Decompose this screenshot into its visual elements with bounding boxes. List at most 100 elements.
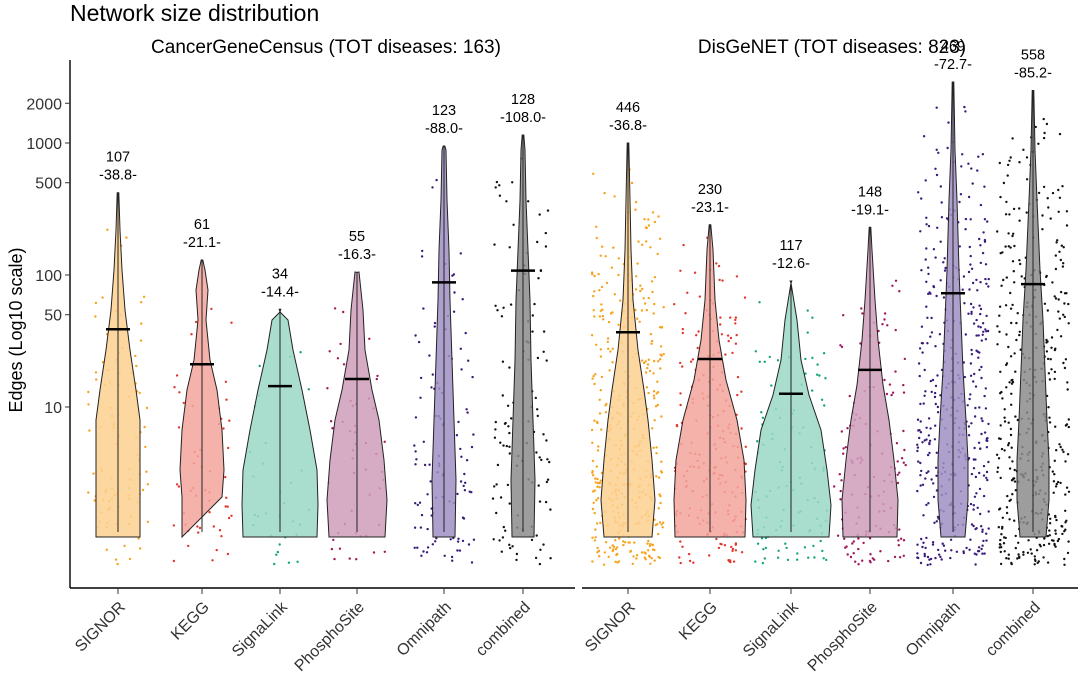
data-point: [466, 411, 469, 414]
data-point: [1025, 156, 1029, 159]
data-point: [1005, 276, 1008, 279]
data-point: [1064, 528, 1067, 531]
data-point: [1009, 156, 1012, 159]
data-point: [974, 527, 977, 531]
data-point: [645, 240, 648, 243]
data-point: [660, 326, 664, 329]
data-point: [1057, 537, 1061, 541]
data-point: [653, 302, 656, 306]
data-point: [662, 352, 665, 356]
data-point: [619, 299, 622, 302]
data-point: [1006, 163, 1010, 167]
data-point: [734, 318, 737, 322]
data-point: [1049, 217, 1052, 220]
data-point: [1003, 550, 1006, 553]
data-point: [502, 444, 505, 447]
data-point: [656, 252, 659, 256]
data-point: [145, 470, 148, 473]
data-point: [934, 424, 937, 427]
data-point: [493, 243, 496, 246]
data-point: [125, 236, 128, 239]
data-point: [804, 372, 807, 375]
data-point: [460, 455, 463, 458]
data-point: [917, 191, 920, 194]
data-point: [925, 503, 928, 507]
data-point: [228, 419, 231, 422]
data-point: [754, 560, 757, 563]
data-point: [986, 437, 989, 440]
data-point: [1007, 442, 1011, 445]
data-point: [692, 561, 695, 564]
data-point: [600, 375, 604, 379]
data-point: [1006, 494, 1009, 498]
data-point: [936, 405, 940, 409]
data-point: [539, 548, 542, 551]
data-point: [718, 278, 721, 282]
data-point: [632, 555, 635, 558]
data-point: [276, 550, 280, 554]
data-point: [972, 508, 975, 511]
data-point: [212, 525, 215, 528]
data-point: [330, 547, 334, 551]
data-point: [1037, 142, 1040, 145]
data-point: [456, 492, 459, 496]
data-point: [902, 554, 905, 557]
data-point: [843, 537, 846, 540]
data-point: [187, 544, 190, 548]
data-point: [650, 342, 653, 345]
data-point: [970, 167, 973, 170]
data-point: [511, 181, 514, 184]
data-point: [495, 180, 499, 184]
data-point: [1011, 460, 1014, 463]
data-point: [871, 557, 874, 560]
data-point: [1054, 532, 1058, 535]
data-point: [506, 483, 510, 487]
data-point: [660, 470, 663, 473]
data-point: [606, 337, 610, 340]
data-point: [599, 355, 603, 358]
data-point: [660, 460, 663, 463]
data-point: [599, 521, 602, 525]
data-point: [999, 562, 1003, 566]
data-point: [836, 534, 840, 537]
data-point: [916, 446, 920, 449]
data-point: [869, 553, 872, 556]
data-point: [146, 520, 149, 524]
data-point: [652, 394, 656, 397]
data-point: [939, 555, 942, 559]
data-point: [982, 231, 985, 234]
mean-label: -88.0-: [425, 121, 463, 137]
data-point: [925, 305, 928, 308]
data-point: [649, 332, 653, 336]
data-point: [508, 431, 511, 435]
data-point: [862, 541, 865, 545]
data-point: [887, 559, 890, 563]
data-point: [508, 502, 511, 505]
data-point: [1059, 258, 1063, 262]
data-point: [730, 545, 733, 549]
data-point: [598, 481, 601, 484]
data-point: [648, 369, 652, 373]
data-point: [890, 393, 893, 397]
data-point: [456, 549, 459, 552]
data-point: [647, 296, 650, 300]
data-point: [114, 558, 118, 561]
data-point: [979, 326, 982, 329]
data-point: [635, 557, 638, 560]
violin-group-omnipath: 469 -72.7- Omnipath: [903, 39, 990, 660]
data-point: [970, 310, 973, 314]
data-point: [933, 391, 937, 395]
data-point: [470, 445, 474, 449]
data-point: [611, 361, 614, 364]
data-point: [696, 346, 699, 350]
data-point: [597, 445, 600, 448]
data-point: [925, 223, 928, 226]
data-point: [937, 151, 940, 154]
data-point: [980, 432, 983, 436]
data-point: [936, 374, 939, 377]
data-point: [659, 345, 663, 348]
data-point: [933, 521, 936, 524]
data-point: [657, 360, 660, 363]
data-point: [138, 391, 141, 395]
data-point: [761, 561, 765, 565]
